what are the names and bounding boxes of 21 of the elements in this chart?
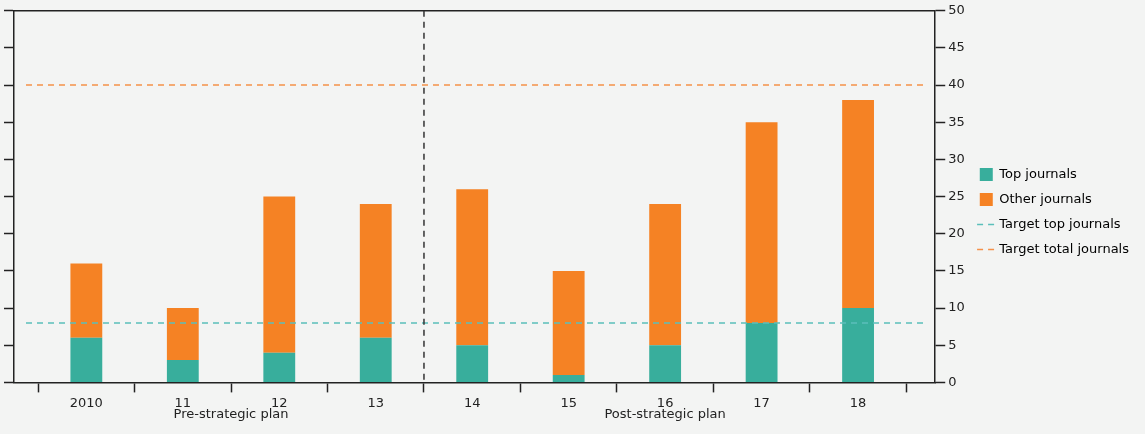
- legend-label: Top journals: [998, 165, 1078, 181]
- y-tick-label: 20: [948, 225, 965, 241]
- x-tick-label: 17: [753, 394, 770, 410]
- legend-label: Target total journals: [998, 240, 1130, 256]
- x-tick-label: 13: [367, 394, 385, 410]
- y-tick-label: 40: [948, 76, 965, 92]
- x-tick-label: 15: [560, 394, 577, 410]
- x-tick-label: 18: [849, 394, 867, 410]
- y-tick-label: 5: [948, 336, 957, 352]
- x-tick-label: 14: [463, 394, 481, 410]
- y-tick-label: 35: [948, 113, 965, 129]
- y-tick-label: 10: [948, 299, 965, 315]
- y-tick-label: 15: [948, 262, 965, 278]
- y-tick-label: 45: [948, 39, 965, 55]
- y-tick-label: 50: [948, 2, 965, 18]
- legend-label: Other journals: [999, 190, 1093, 206]
- legend-label: Target top journals: [998, 215, 1121, 231]
- x-tick-label: 2010: [69, 394, 103, 410]
- y-tick-label: 30: [948, 150, 965, 166]
- y-tick-label: 25: [948, 187, 965, 203]
- y-tick-label: 0: [948, 373, 957, 389]
